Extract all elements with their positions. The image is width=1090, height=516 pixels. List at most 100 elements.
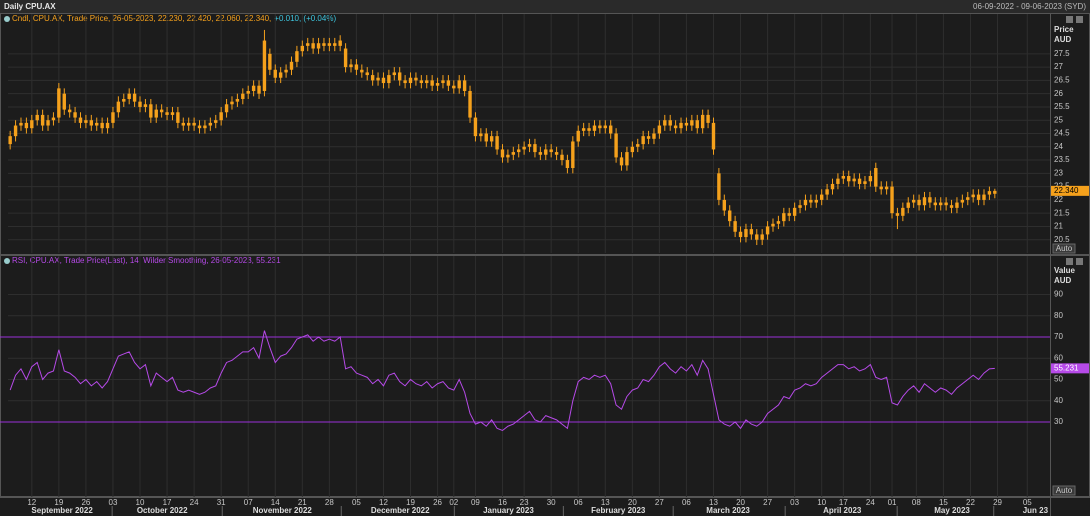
x-tick-label: 28 [325, 498, 334, 507]
candle-body [738, 231, 743, 238]
y-tick-label: 27 [1054, 62, 1063, 71]
pane-button[interactable] [1066, 16, 1073, 23]
candle-body [300, 45, 305, 52]
candle-body [722, 199, 727, 211]
x-tick-label: 31 [217, 498, 226, 507]
month-label: November 2022 [253, 506, 313, 515]
candle-body [619, 157, 624, 166]
y-tick-label: 30 [1054, 417, 1063, 426]
candle-body [138, 101, 142, 107]
x-tick-label: 13 [601, 498, 610, 507]
pane-close[interactable] [1076, 258, 1083, 265]
last-value-label: 55.231 [1054, 363, 1079, 372]
candle-body [333, 43, 337, 46]
auto-button[interactable] [1052, 243, 1076, 254]
candle-body [84, 120, 88, 123]
candle-body [349, 64, 353, 68]
legend-icon [4, 258, 10, 264]
candle-body [700, 114, 705, 129]
candle-body [993, 190, 997, 194]
x-tick-label: 12 [27, 498, 36, 507]
month-label: September 2022 [31, 506, 93, 515]
candle-body [230, 101, 234, 105]
pane-button[interactable] [1066, 258, 1073, 265]
candle-body [40, 114, 45, 126]
candle-body [289, 61, 294, 70]
candle-body [527, 144, 532, 147]
candle-body [976, 194, 981, 200]
x-tick-label: 12 [379, 498, 388, 507]
candle-body [874, 168, 878, 187]
candle-body [392, 72, 396, 76]
axis-title: AUD [1054, 276, 1072, 285]
month-label: October 2022 [137, 506, 188, 515]
candle-body [576, 130, 580, 142]
candle-body [235, 98, 240, 102]
candle-body [100, 122, 104, 129]
candle-body [830, 183, 835, 190]
axis-title: Price [1054, 25, 1074, 34]
candle-body [944, 202, 948, 206]
candle-body [890, 186, 894, 214]
candle-body [387, 75, 391, 84]
candle-body [457, 80, 461, 89]
candle-body [251, 85, 256, 92]
candle-body [127, 93, 131, 99]
x-tick-label: 22 [966, 498, 975, 507]
month-label: January 2023 [483, 506, 534, 515]
candle-body [792, 207, 797, 216]
legend-text: Cndl, CPU.AX, Trade Price, 26-05-2023, 2… [12, 14, 271, 23]
candle-body [241, 93, 245, 99]
y-tick-label: 70 [1054, 332, 1063, 341]
y-tick-label: 60 [1054, 353, 1063, 362]
candle-body [479, 133, 483, 137]
x-tick-label: 05 [352, 498, 361, 507]
candle-body [176, 112, 180, 123]
candle-body [776, 221, 781, 224]
x-tick-label: 17 [839, 498, 848, 507]
candle-body [598, 125, 602, 129]
candle-body [19, 122, 23, 126]
candle-body [939, 202, 943, 206]
candle-body [62, 93, 66, 110]
candle-body [798, 205, 802, 208]
candle-body [673, 125, 678, 129]
candle-body [841, 175, 846, 179]
auto-label[interactable]: Auto [1056, 486, 1073, 495]
candle-body [381, 77, 386, 84]
candle-body [971, 194, 975, 198]
pane-close[interactable] [1076, 16, 1083, 23]
auto-label[interactable]: Auto [1056, 244, 1073, 253]
candle-body [895, 213, 900, 216]
candle-body [917, 199, 921, 206]
axis-title: AUD [1054, 35, 1072, 44]
candle-body [425, 80, 429, 84]
candle-body [295, 51, 299, 62]
candle-body [922, 197, 927, 206]
candle-body [311, 43, 315, 49]
candle-body [581, 128, 586, 131]
candle-body [419, 80, 424, 84]
x-tick-label: 20 [736, 498, 745, 507]
candle-body [354, 64, 359, 70]
x-tick-label: 26 [81, 498, 90, 507]
candle-body [765, 226, 770, 235]
header-range: 06-09-2022 - 09-06-2023 (SYD) [973, 2, 1086, 11]
x-tick-label: 02 [449, 498, 458, 507]
candle-body [706, 114, 710, 123]
candle-body [646, 136, 651, 139]
candle-body [208, 122, 213, 126]
month-label: Jun 23 [1023, 506, 1049, 515]
candle-body [652, 133, 656, 139]
candle-body [219, 112, 223, 121]
auto-button[interactable] [1052, 485, 1076, 496]
month-label: February 2023 [591, 506, 646, 515]
candle-body [452, 85, 456, 89]
candle-body [565, 160, 570, 169]
candle-body [630, 146, 635, 153]
x-tick-label: 06 [682, 498, 691, 507]
candle-body [89, 120, 94, 126]
candle-body [966, 197, 970, 200]
candle-body [338, 40, 342, 46]
